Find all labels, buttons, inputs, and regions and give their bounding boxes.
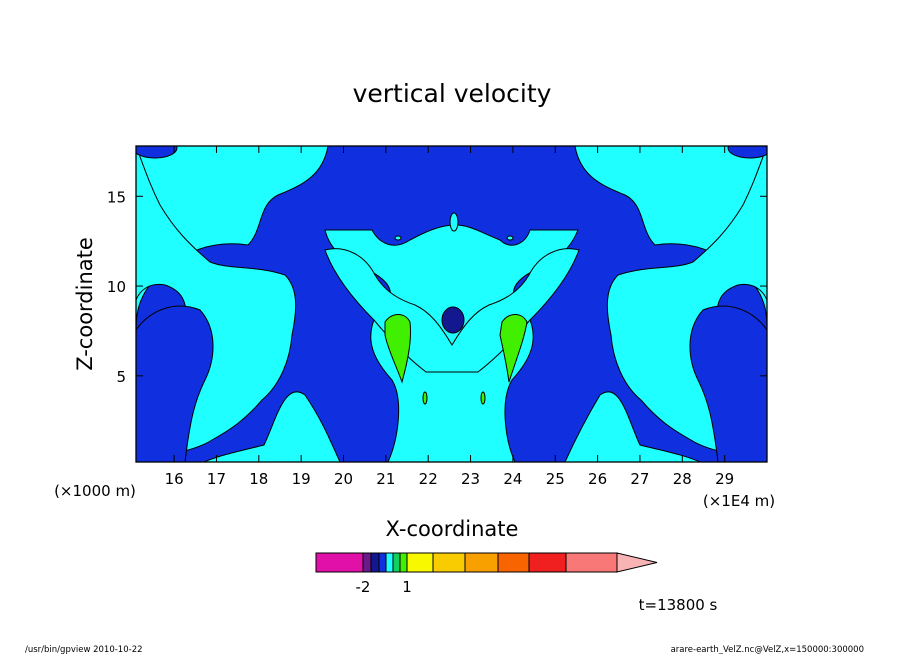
colorbar-bin <box>392 552 401 573</box>
x-axis-label: X-coordinate <box>386 517 519 541</box>
contour-small-updraft-left <box>422 391 428 405</box>
x-unit-note: (×1E4 m) <box>703 492 775 510</box>
colorbar-bin <box>432 552 466 573</box>
contour-cap-dot-left <box>394 235 402 241</box>
x-tick-label: 22 <box>419 470 438 488</box>
plot-frame <box>135 145 768 463</box>
plot-area: 16 17 18 19 20 21 22 23 24 25 26 27 28 29 5 10 15 <box>107 145 768 488</box>
colorbar-tick-label: 1 <box>402 578 412 596</box>
colorbar-bin <box>362 552 372 573</box>
contour-cap-dot-right <box>506 235 514 241</box>
x-tick-label: 17 <box>207 470 226 488</box>
y-unit-note: (×1000 m) <box>54 482 136 500</box>
x-tick-label: 16 <box>165 470 184 488</box>
colorbar-bin <box>565 552 618 573</box>
y-tick-label: 10 <box>107 278 126 296</box>
contour-left-updraft <box>384 314 411 384</box>
colorbar-bin <box>370 552 380 573</box>
y-tick-label: 15 <box>107 188 126 206</box>
y-tick-label: 5 <box>116 368 126 386</box>
colorbar-bin <box>315 552 364 573</box>
x-tick-label: 18 <box>249 470 268 488</box>
contour-fields <box>136 146 767 462</box>
contour-left-flank-blue <box>136 305 214 462</box>
x-tick-label: 21 <box>376 470 395 488</box>
colorbar-bin <box>406 552 434 573</box>
contour-top-right-corner <box>727 146 767 159</box>
contour-small-updraft-right <box>480 391 486 405</box>
colorbar-bin <box>378 552 387 573</box>
x-tick-label: 28 <box>673 470 692 488</box>
colorbar-bin <box>385 552 394 573</box>
colorbar-tick-label: -2 <box>356 578 371 596</box>
contour-top-left-corner <box>136 146 178 159</box>
x-tick-label: 27 <box>630 470 649 488</box>
colorbar: -2 1 <box>315 552 658 596</box>
time-annotation: t=13800 s <box>639 596 718 614</box>
colorbar-arrow <box>616 552 658 573</box>
contour-right-updraft <box>499 314 528 383</box>
x-tick-label: 26 <box>588 470 607 488</box>
colorbar-bin <box>464 552 499 573</box>
x-tick-label: 29 <box>715 470 734 488</box>
y-axis-ticks: 5 10 15 <box>107 188 767 386</box>
colorbar-bin <box>497 552 530 573</box>
x-tick-label: 23 <box>461 470 480 488</box>
x-tick-label: 25 <box>546 470 565 488</box>
x-tick-label: 19 <box>292 470 311 488</box>
colorbar-bin <box>528 552 567 573</box>
x-axis-ticks: 16 17 18 19 20 21 22 23 24 25 26 27 28 29 <box>165 146 734 488</box>
chart-title: vertical velocity <box>353 79 552 108</box>
contour-right-flank-blue <box>689 305 767 462</box>
contour-cap-small-positive <box>449 212 459 232</box>
footer-left: /usr/bin/gpview 2010-10-22 <box>25 645 143 654</box>
x-tick-label: 24 <box>503 470 522 488</box>
footer-right: arare-earth_VelZ.nc@VelZ,x=150000:300000 <box>671 645 864 654</box>
y-axis-label: Z-coordinate <box>73 237 97 371</box>
x-tick-label: 20 <box>334 470 353 488</box>
colorbar-bin <box>399 552 408 573</box>
contour-strong-negative-core <box>441 306 465 334</box>
